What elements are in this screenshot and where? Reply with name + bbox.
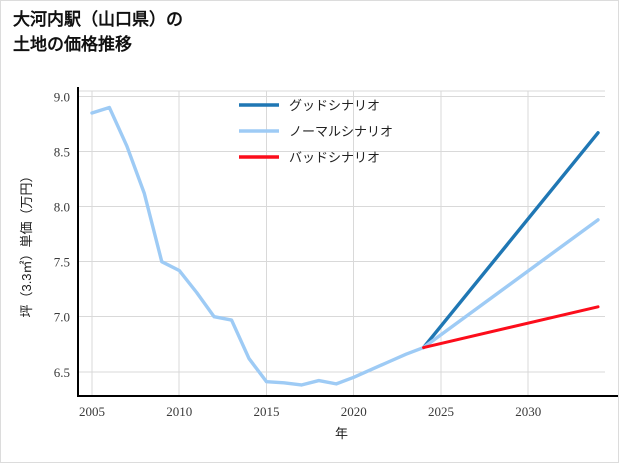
x-tick-label: 2015: [253, 404, 279, 419]
y-tick-labels-group: 6.5 7.0 7.5 8.0 8.5 9.0: [54, 90, 70, 380]
x-tick-labels-group: 2005 2010 2015 2020 2025 2030: [79, 404, 541, 419]
series-line-normal: [90, 105, 600, 387]
legend-label-normal: ノーマルシナリオ: [289, 124, 393, 139]
gridlines-group: [78, 90, 605, 396]
y-tick-label: 9.0: [54, 90, 70, 105]
y-tick-label: 8.5: [54, 145, 70, 160]
series-group: [90, 105, 600, 387]
y-tick-label: 6.5: [54, 365, 70, 380]
x-axis-title: 年: [335, 426, 348, 441]
y-axis-title: 坪（3.3㎡）単価（万円）: [19, 169, 34, 317]
x-tick-label: 2005: [79, 404, 105, 419]
x-tick-label: 2025: [428, 404, 454, 419]
y-tick-label: 7.0: [54, 310, 70, 325]
series-line-bad: [422, 305, 600, 350]
page-title: 大河内駅（山口県）の 土地の価格推移: [13, 10, 183, 54]
series-line-good: [421, 131, 600, 350]
legend-label-good: グッドシナリオ: [289, 98, 380, 113]
x-tick-label: 2020: [341, 404, 367, 419]
x-tick-label: 2010: [166, 404, 192, 419]
x-tick-label: 2030: [515, 404, 541, 419]
y-tick-label: 8.0: [54, 200, 70, 215]
axes-group: [76, 87, 618, 398]
legend-label-bad: バッドシナリオ: [289, 150, 380, 165]
y-tick-label: 7.5: [54, 255, 70, 270]
